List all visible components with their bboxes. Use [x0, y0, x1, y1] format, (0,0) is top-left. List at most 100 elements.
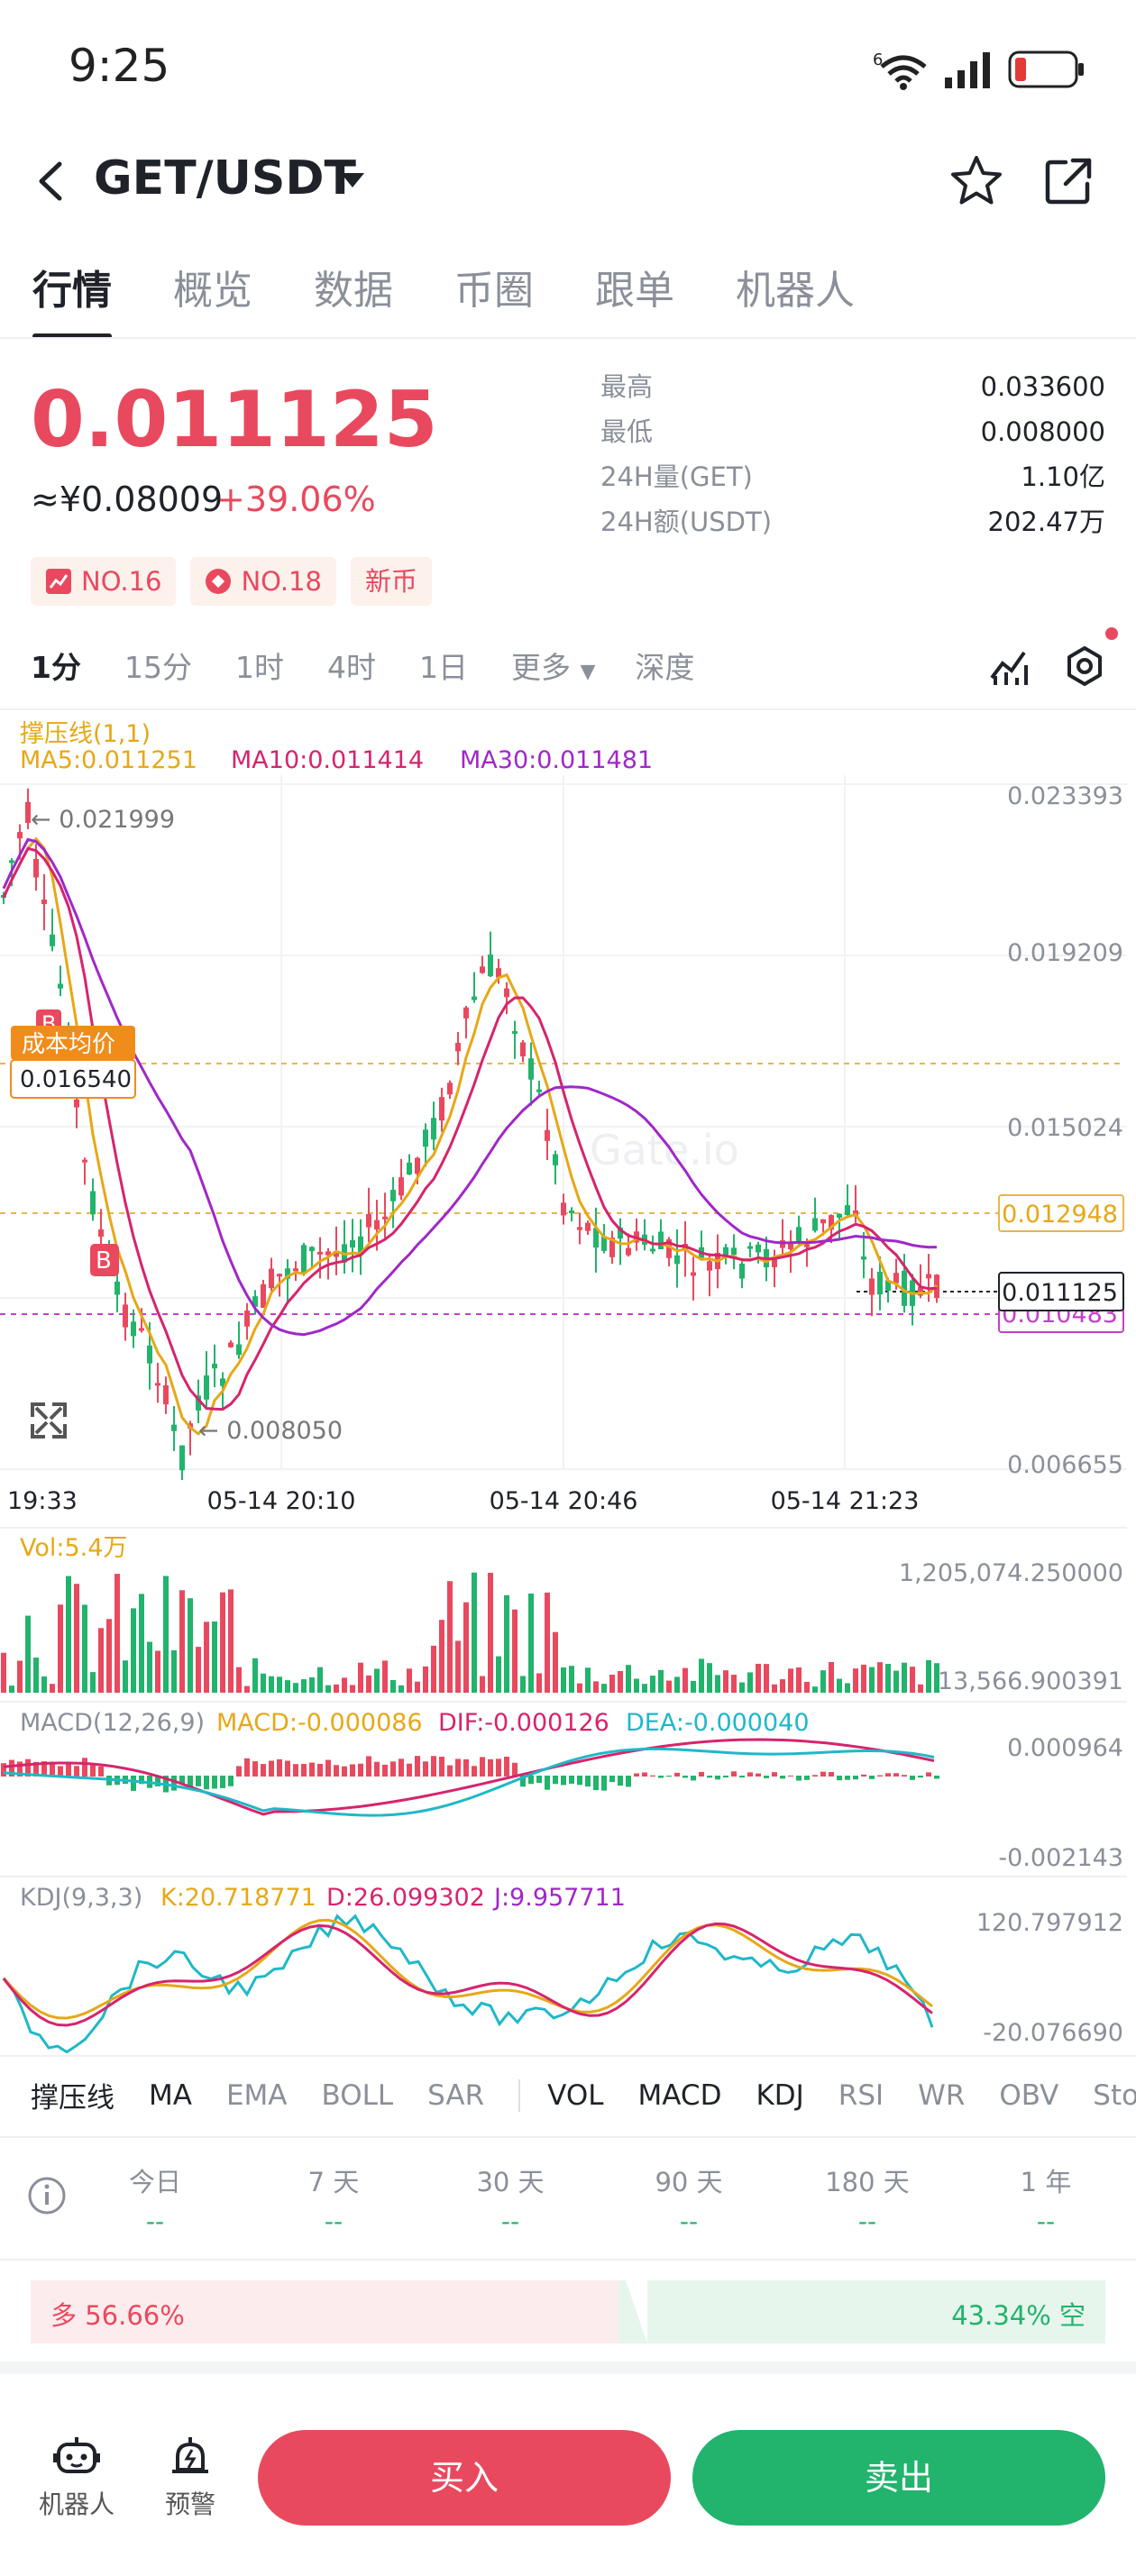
star-icon[interactable]: [948, 153, 1004, 209]
info-icon[interactable]: [27, 2176, 67, 2215]
macd-bar: [845, 1776, 850, 1780]
candle-body: [399, 1177, 404, 1196]
macd-bar: [431, 1756, 436, 1777]
macd-bar: [601, 1776, 607, 1791]
candle-body: [301, 1245, 307, 1274]
buy-button[interactable]: 买入: [258, 2430, 671, 2526]
new-coin-badge[interactable]: 新币: [350, 557, 432, 606]
interval-15m[interactable]: 15分: [124, 650, 192, 685]
period-divider: [0, 2259, 1136, 2261]
robot-button[interactable]: 机器人: [36, 2434, 117, 2521]
macd-label: MACD(12,26,9): [20, 1709, 205, 1737]
volume-bar: [317, 1667, 323, 1693]
volume-bar: [472, 1572, 477, 1693]
macd-bar: [17, 1761, 23, 1777]
candle-body: [220, 1378, 225, 1386]
ind-wr[interactable]: WR: [918, 2078, 966, 2112]
macd-bar: [634, 1773, 639, 1777]
indicator-label: 撑压线(1,1): [20, 720, 151, 748]
macd-bar: [723, 1776, 728, 1778]
candle-body: [374, 1219, 380, 1230]
volume-bar: [17, 1660, 23, 1693]
settings-icon[interactable]: [1064, 645, 1105, 687]
status-time: 9:25: [69, 40, 170, 92]
sell-button[interactable]: 卖出: [692, 2430, 1105, 2526]
kline-chart[interactable]: Gate.io ← 0.021999 ← 0.008050 B B 成本均价 0…: [0, 775, 1136, 2055]
tab-robot[interactable]: 机器人: [736, 268, 855, 314]
interval-1d[interactable]: 1日: [418, 650, 468, 685]
ind-obv[interactable]: OBV: [999, 2078, 1059, 2112]
macd-bar: [439, 1757, 444, 1777]
interval-1h[interactable]: 1时: [234, 650, 284, 685]
macd-bar: [131, 1776, 136, 1791]
volume-bar: [577, 1683, 582, 1693]
candle-body: [431, 1118, 436, 1140]
volume-bar: [553, 1631, 558, 1693]
volume-bar: [301, 1679, 307, 1693]
macd-bar: [877, 1775, 883, 1777]
candle-body: [926, 1274, 931, 1279]
volume-bar: [358, 1662, 363, 1693]
interval-1m[interactable]: 1分: [31, 650, 81, 685]
back-arrow-icon[interactable]: [31, 160, 72, 202]
macd-bar: [139, 1776, 144, 1785]
macd-bar: [756, 1773, 761, 1777]
macd-bar: [155, 1776, 160, 1786]
candle-body: [723, 1247, 728, 1256]
candle-body: [812, 1218, 818, 1231]
interval-more[interactable]: 更多 ▼: [510, 650, 596, 685]
ind-macd[interactable]: MACD: [637, 2078, 722, 2112]
volume-bar: [9, 1685, 14, 1693]
macd-bar: [366, 1756, 371, 1777]
candle-body: [390, 1190, 396, 1201]
rank-badge-1[interactable]: NO.16: [31, 557, 177, 606]
candle-body: [334, 1250, 339, 1257]
ind-sar[interactable]: SAR: [427, 2078, 485, 2112]
volume-bar: [269, 1676, 274, 1693]
dif-line: [3, 1738, 935, 1816]
ind-support[interactable]: 撑压线: [31, 2082, 115, 2115]
volume-bar: [861, 1664, 866, 1693]
interval-4h[interactable]: 4时: [326, 650, 376, 685]
candle-body: [82, 1159, 87, 1163]
watermark: Gate.io: [590, 1126, 739, 1174]
rank-badge-2[interactable]: NO.18: [190, 557, 336, 606]
alert-button[interactable]: 预警: [150, 2434, 231, 2521]
macd-bar: [325, 1759, 331, 1777]
ind-boll[interactable]: BOLL: [321, 2078, 394, 2112]
volume-bar: [772, 1684, 777, 1693]
volume-bar: [666, 1680, 672, 1693]
tab-copytrade[interactable]: 跟单: [595, 268, 674, 314]
resist-tag: 0.012948: [1002, 1201, 1118, 1229]
indicator-tool-icon[interactable]: [988, 645, 1030, 687]
macd-bar: [407, 1763, 412, 1777]
volume-bar: [382, 1660, 388, 1693]
short-bar: [618, 2280, 1105, 2343]
candle-body: [512, 1030, 518, 1034]
share-icon[interactable]: [1042, 155, 1095, 207]
macd-bar: [244, 1758, 250, 1777]
chevron-down-icon[interactable]: [341, 173, 364, 187]
long-bar: [31, 2280, 639, 2343]
ind-rsi[interactable]: RSI: [838, 2078, 884, 2112]
volume-bar: [601, 1684, 607, 1693]
candle-body: [98, 1229, 104, 1238]
macd-bar: [74, 1766, 79, 1777]
ind-stochrsi[interactable]: StochR: [1093, 2078, 1136, 2112]
tab-data[interactable]: 数据: [314, 268, 393, 314]
volume-bar: [407, 1668, 412, 1693]
macd-bar: [561, 1776, 566, 1786]
ind-vol[interactable]: VOL: [547, 2078, 604, 2112]
ind-ma[interactable]: MA: [149, 2078, 192, 2112]
tab-market[interactable]: 行情: [32, 258, 112, 339]
ind-kdj[interactable]: KDJ: [756, 2078, 804, 2112]
interval-depth[interactable]: 深度: [635, 650, 695, 685]
volume-bar: [131, 1608, 136, 1693]
macd-bar: [58, 1766, 63, 1777]
pair-title[interactable]: GET/USDT: [94, 151, 356, 206]
volume-bar: [50, 1684, 55, 1693]
ind-ema[interactable]: EMA: [225, 2078, 288, 2112]
tab-overview[interactable]: 概览: [173, 268, 252, 314]
tab-community[interactable]: 币圈: [454, 268, 534, 314]
long-short-ratio: 多 56.66% 43.34% 空: [31, 2280, 1105, 2343]
